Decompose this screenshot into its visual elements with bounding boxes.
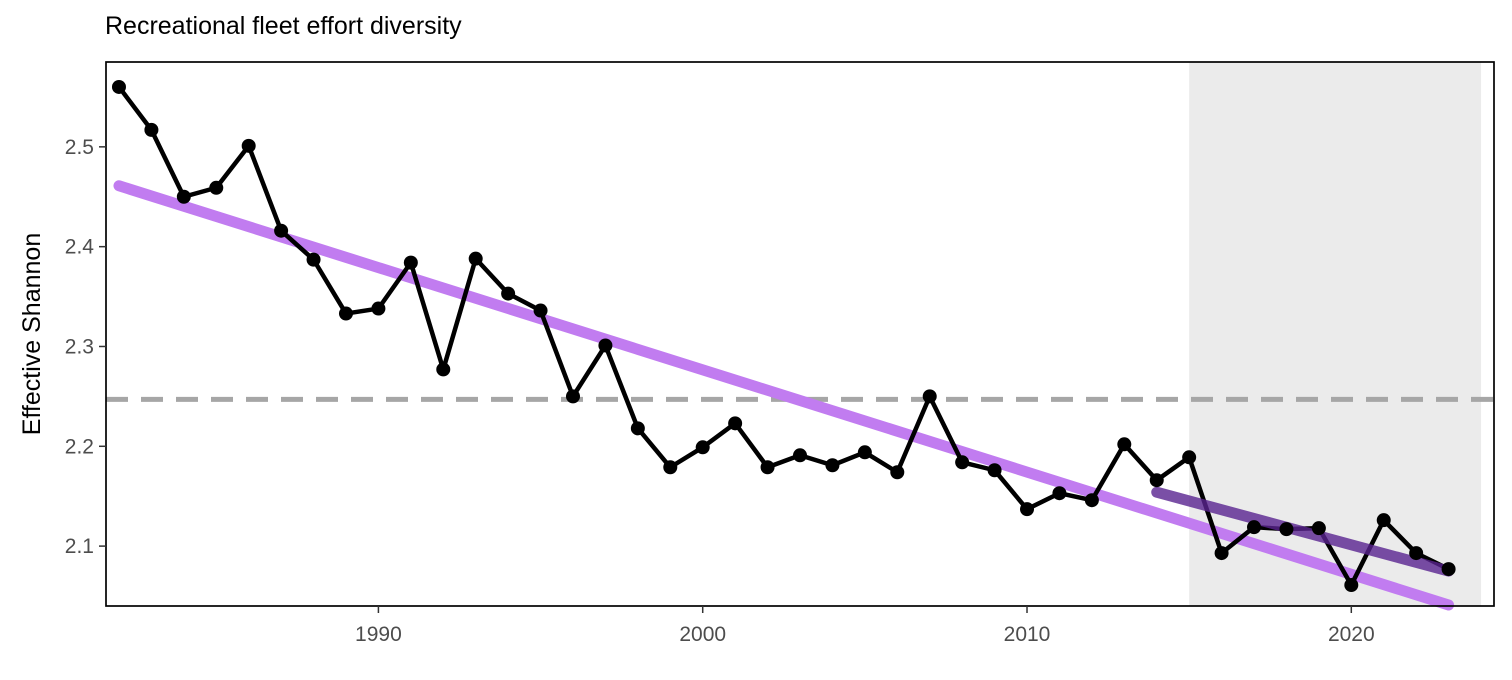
y-tick-label: 2.5: [65, 136, 94, 159]
data-point: [728, 416, 743, 431]
data-point: [468, 251, 483, 266]
trend-line: [113, 180, 1455, 611]
data-point: [857, 445, 872, 460]
trend-line-layer: [113, 180, 1455, 611]
data-point: [695, 440, 710, 455]
chart-title: Recreational fleet effort diversity: [105, 12, 462, 40]
x-tick-label: 2020: [1328, 623, 1375, 646]
data-point: [338, 306, 353, 321]
data-point: [209, 180, 224, 195]
recent-trend-layer: [1151, 486, 1455, 577]
data-point: [274, 223, 289, 238]
points-layer: [111, 79, 1456, 593]
data-point: [371, 301, 386, 316]
data-point: [663, 460, 678, 475]
data-point: [955, 455, 970, 470]
data-point: [565, 389, 580, 404]
data-point: [144, 122, 159, 137]
axes-layer: 1990 2000 2010 2020 2.1 2.2 2.3 2.4 2.5: [65, 136, 1375, 646]
shaded-region: [1189, 62, 1482, 606]
y-tick-label: 2.1: [65, 535, 94, 558]
data-point: [890, 465, 905, 480]
data-point: [1084, 493, 1099, 508]
data-point: [1409, 546, 1424, 561]
data-point: [825, 458, 840, 473]
x-tick-label: 2010: [1004, 623, 1051, 646]
data-point: [760, 460, 775, 475]
y-tick-label: 2.4: [65, 236, 95, 259]
data-point: [630, 421, 645, 436]
data-point: [987, 463, 1002, 478]
x-tick-label: 2000: [679, 623, 726, 646]
data-point: [533, 303, 548, 318]
data-point: [598, 338, 613, 353]
y-tick-label: 2.3: [65, 335, 94, 358]
x-tick-label: 1990: [355, 623, 402, 646]
plot-panel-border: [105, 61, 1495, 607]
data-point: [1311, 521, 1326, 536]
data-point: [111, 79, 126, 94]
data-point: [793, 448, 807, 463]
shaded-region-layer: [1189, 62, 1482, 606]
data-point: [1149, 473, 1164, 488]
data-point: [1279, 522, 1294, 537]
data-point: [501, 286, 516, 301]
data-point: [1117, 437, 1132, 452]
data-point: [1344, 578, 1359, 593]
data-point: [1052, 486, 1067, 501]
y-tick-label: 2.2: [65, 435, 94, 458]
data-point: [241, 138, 256, 153]
data-point: [1020, 502, 1035, 517]
data-point: [436, 362, 451, 377]
y-axis-title: Effective Shannon: [18, 233, 46, 435]
recent-trend-line: [1151, 486, 1455, 577]
data-point: [1182, 450, 1197, 465]
data-point: [922, 389, 937, 404]
data-point: [176, 189, 191, 204]
data-point: [306, 252, 321, 267]
data-point: [403, 255, 418, 270]
data-point: [1214, 546, 1229, 561]
data-point: [1247, 520, 1262, 535]
data-point: [1441, 562, 1456, 577]
data-point: [1376, 513, 1391, 528]
